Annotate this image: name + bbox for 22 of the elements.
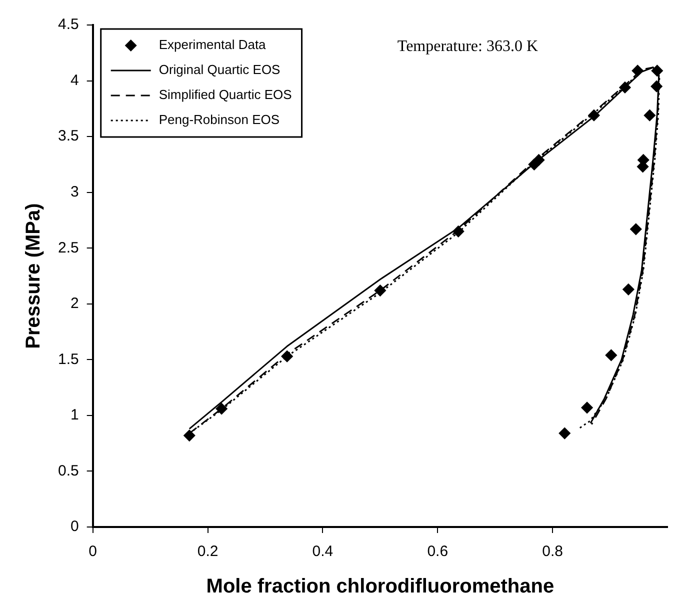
x-tick-label: 0.6 xyxy=(427,543,448,560)
annotation: Temperature: 363.0 K xyxy=(397,38,538,56)
y-tick-label: 2.5 xyxy=(58,239,79,256)
y-tick-label: 4 xyxy=(70,72,79,89)
x-tick-label: 0 xyxy=(88,543,98,560)
y-tick-label: 1.5 xyxy=(58,350,79,368)
y-tick-label: 3.5 xyxy=(58,128,79,145)
y-tick-label: 0.5 xyxy=(58,462,79,480)
x-tick-label: 0.8 xyxy=(542,543,563,560)
x-tick-label: 0.2 xyxy=(197,543,218,560)
y-tick-label: 1 xyxy=(70,406,79,424)
x-tick-label: 0.4 xyxy=(312,543,334,560)
y-axis-title: Pressure (MPa) xyxy=(22,203,45,349)
y-tick-label: 0 xyxy=(70,518,79,536)
y-tick-label: 2 xyxy=(70,295,79,312)
y-tick-label: 3 xyxy=(70,183,79,200)
legend-label: Peng-Robinson EOS xyxy=(158,112,280,128)
legend-label: Simplified Quartic EOS xyxy=(158,87,292,102)
y-tick-label: 4.5 xyxy=(58,16,79,34)
x-axis-title: Mole fraction chlorodifluoromethane xyxy=(206,576,554,598)
legend-label: Experimental Data xyxy=(158,37,267,52)
legend-label: Original Quartic EOS xyxy=(158,62,281,78)
